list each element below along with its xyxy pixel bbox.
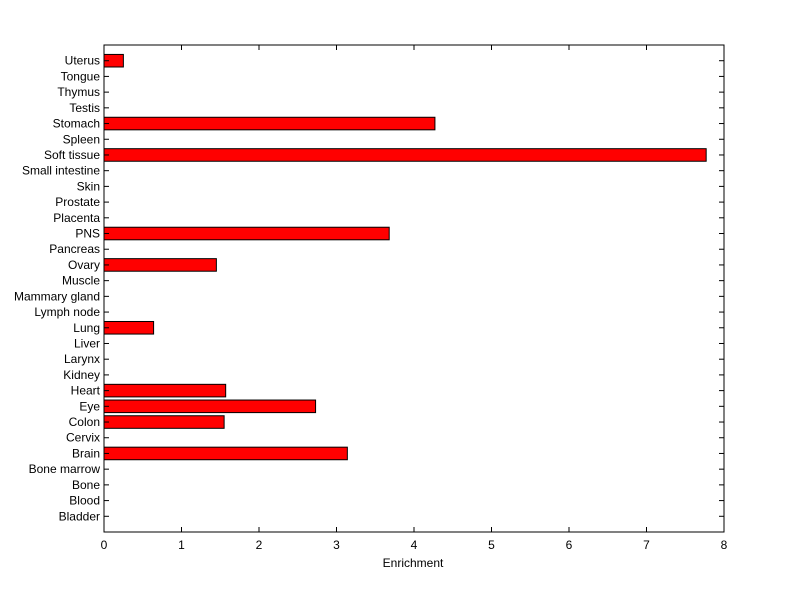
y-tick-label: PNS: [75, 227, 100, 241]
x-tick-label: 2: [256, 538, 263, 552]
y-tick-label: Spleen: [63, 132, 100, 146]
x-tick-label: 8: [721, 538, 728, 552]
y-tick-label: Colon: [69, 415, 100, 429]
y-tick-label: Bone marrow: [29, 462, 101, 476]
y-tick-label: Blood: [69, 494, 100, 508]
y-tick-label: Ovary: [68, 258, 100, 272]
x-axis-ticks: 0 1 2 3 4 5 6 7 8: [101, 45, 728, 552]
y-tick-label: Kidney: [63, 368, 100, 382]
x-tick-label: 6: [566, 538, 573, 552]
y-tick-label: Thymus: [57, 85, 100, 99]
y-tick-label: Bladder: [59, 509, 100, 523]
y-tick-label: Liver: [74, 336, 100, 350]
bar-brain: [103, 446, 348, 461]
bar-stomach: [103, 116, 436, 131]
x-tick-label: 7: [643, 538, 650, 552]
y-tick-label: Testis: [69, 101, 100, 115]
bar-ovary: [103, 258, 217, 272]
x-tick-label: 5: [488, 538, 495, 552]
y-tick-label: Pancreas: [49, 242, 100, 256]
bar-lung: [103, 320, 155, 335]
x-tick-label: 0: [101, 538, 108, 552]
bar-heart: [103, 383, 227, 398]
bar-pns: [103, 226, 390, 241]
bars-group: [103, 53, 707, 461]
y-tick-label: Heart: [71, 384, 101, 398]
y-tick-label: Mammary gland: [14, 289, 100, 303]
x-tick-label: 4: [411, 538, 418, 552]
y-tick-label: Stomach: [53, 117, 100, 131]
y-tick-label: Brain: [72, 446, 100, 460]
y-tick-label: Small intestine: [22, 164, 100, 178]
x-axis-title: Enrichment: [383, 556, 444, 570]
y-tick-label: Eye: [79, 399, 100, 413]
y-tick-label: Larynx: [64, 352, 100, 366]
bar-eye: [103, 399, 317, 414]
y-tick-label: Soft tissue: [44, 148, 100, 162]
y-tick-label: Lung: [73, 321, 100, 335]
y-tick-label: Prostate: [55, 195, 100, 209]
x-tick-label: 3: [333, 538, 340, 552]
y-tick-label: Tongue: [61, 69, 101, 83]
bar-colon: [103, 415, 225, 429]
y-tick-label: Cervix: [66, 431, 100, 445]
y-tick-label: Muscle: [62, 274, 100, 288]
x-tick-label: 1: [178, 538, 185, 552]
y-tick-label: Skin: [77, 179, 100, 193]
y-tick-label: Lymph node: [34, 305, 100, 319]
bar-soft-tissue: [103, 148, 707, 162]
y-tick-label: Bone: [72, 478, 100, 492]
y-tick-label: Uterus: [65, 54, 100, 68]
y-tick-label: Placenta: [53, 211, 100, 225]
